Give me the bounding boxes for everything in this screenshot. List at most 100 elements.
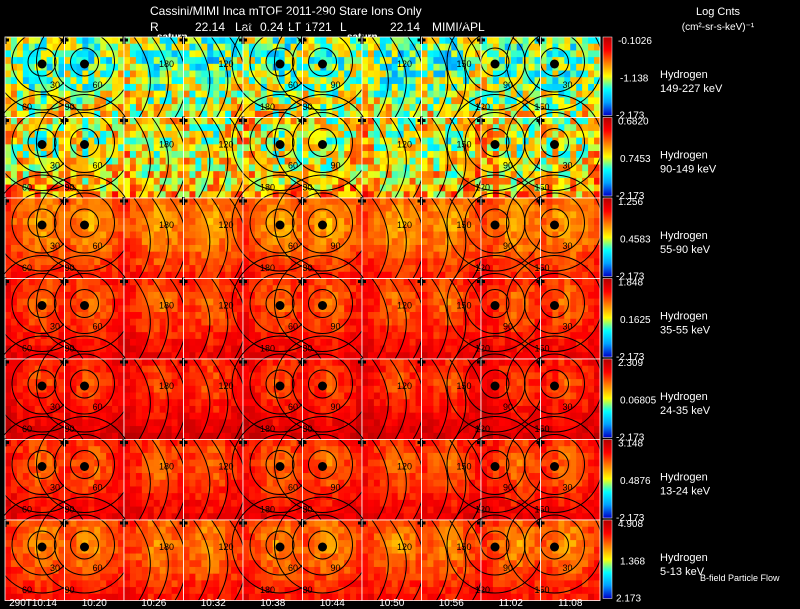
pixel (367, 318, 375, 326)
contour-ring (308, 289, 337, 318)
pixel (516, 70, 524, 78)
pixel (260, 258, 268, 266)
pixel (397, 83, 405, 92)
pixel (225, 265, 232, 273)
pixel (534, 130, 541, 139)
pixel (570, 117, 577, 125)
pixel (433, 124, 440, 132)
pixel (10, 104, 18, 112)
pixel (397, 164, 405, 172)
pixel (201, 298, 208, 306)
pixel (492, 77, 500, 85)
pixel (248, 238, 256, 246)
pixel (260, 278, 268, 286)
pixel (522, 238, 529, 246)
pixel (546, 124, 553, 132)
pixel (570, 144, 577, 152)
pixel (558, 224, 565, 232)
pixel (403, 177, 410, 185)
pixel (243, 191, 250, 199)
pixel (219, 291, 226, 300)
pixel (5, 57, 12, 65)
pixel (201, 50, 208, 58)
pixel (118, 50, 125, 58)
pixel (177, 43, 184, 51)
pixel (5, 177, 12, 185)
pixel (260, 57, 268, 65)
pixel (237, 70, 244, 78)
pixel (469, 164, 476, 172)
pixel (76, 97, 83, 105)
pixel (367, 238, 375, 246)
pixel (308, 177, 315, 185)
pixel (189, 338, 196, 346)
pixel (552, 43, 559, 51)
pixel (314, 318, 321, 326)
pixel (338, 83, 345, 92)
pixel (5, 231, 12, 239)
pixel (540, 171, 547, 179)
pixel (516, 285, 524, 293)
pixel (195, 204, 202, 212)
pixel (385, 184, 393, 192)
pixel (475, 338, 482, 346)
pixel (118, 325, 125, 333)
pixel (34, 144, 42, 152)
pixel (397, 238, 405, 246)
pixel (302, 171, 309, 179)
pixel (552, 117, 559, 125)
pixel (486, 198, 494, 206)
pixel (243, 90, 250, 98)
pixel (153, 325, 161, 333)
pixel (409, 97, 416, 105)
pixel (231, 137, 238, 145)
pixel (427, 171, 434, 179)
pixel (88, 211, 95, 219)
pixel (159, 305, 167, 313)
pixel (451, 231, 458, 239)
pixel (594, 104, 601, 112)
pixel (129, 77, 137, 85)
pixel (231, 278, 238, 286)
pixel (153, 97, 161, 105)
pixel (260, 144, 268, 152)
pixel (201, 184, 208, 192)
pixel (415, 171, 422, 179)
pixel (367, 83, 375, 92)
pixel (284, 265, 291, 273)
pixel (118, 258, 125, 266)
pixel (195, 117, 202, 125)
pixel (326, 37, 333, 45)
pixel (16, 90, 24, 98)
pixel (106, 238, 113, 246)
pixel (391, 258, 399, 266)
pixel (225, 345, 232, 353)
pixel (397, 352, 405, 360)
pixel (159, 97, 167, 105)
pixel (171, 244, 178, 253)
pixel (522, 191, 529, 199)
pixel (64, 104, 71, 112)
pixel (570, 218, 577, 226)
pixel (373, 345, 381, 353)
pixel (243, 285, 250, 293)
pixel (522, 198, 529, 206)
pixel (82, 338, 89, 346)
pixel (344, 191, 351, 199)
pixel (248, 63, 256, 71)
pixel (534, 298, 541, 306)
pixel (367, 90, 375, 98)
pixel (409, 325, 416, 333)
pixel (534, 231, 541, 239)
pixel (213, 77, 220, 85)
pixel (266, 298, 274, 306)
pixel (5, 305, 12, 313)
pixel (397, 184, 405, 192)
pixel (106, 285, 113, 293)
pixel (207, 117, 214, 125)
pixel (528, 211, 535, 219)
pixel (207, 271, 214, 279)
contour-label: 60 (93, 161, 103, 171)
